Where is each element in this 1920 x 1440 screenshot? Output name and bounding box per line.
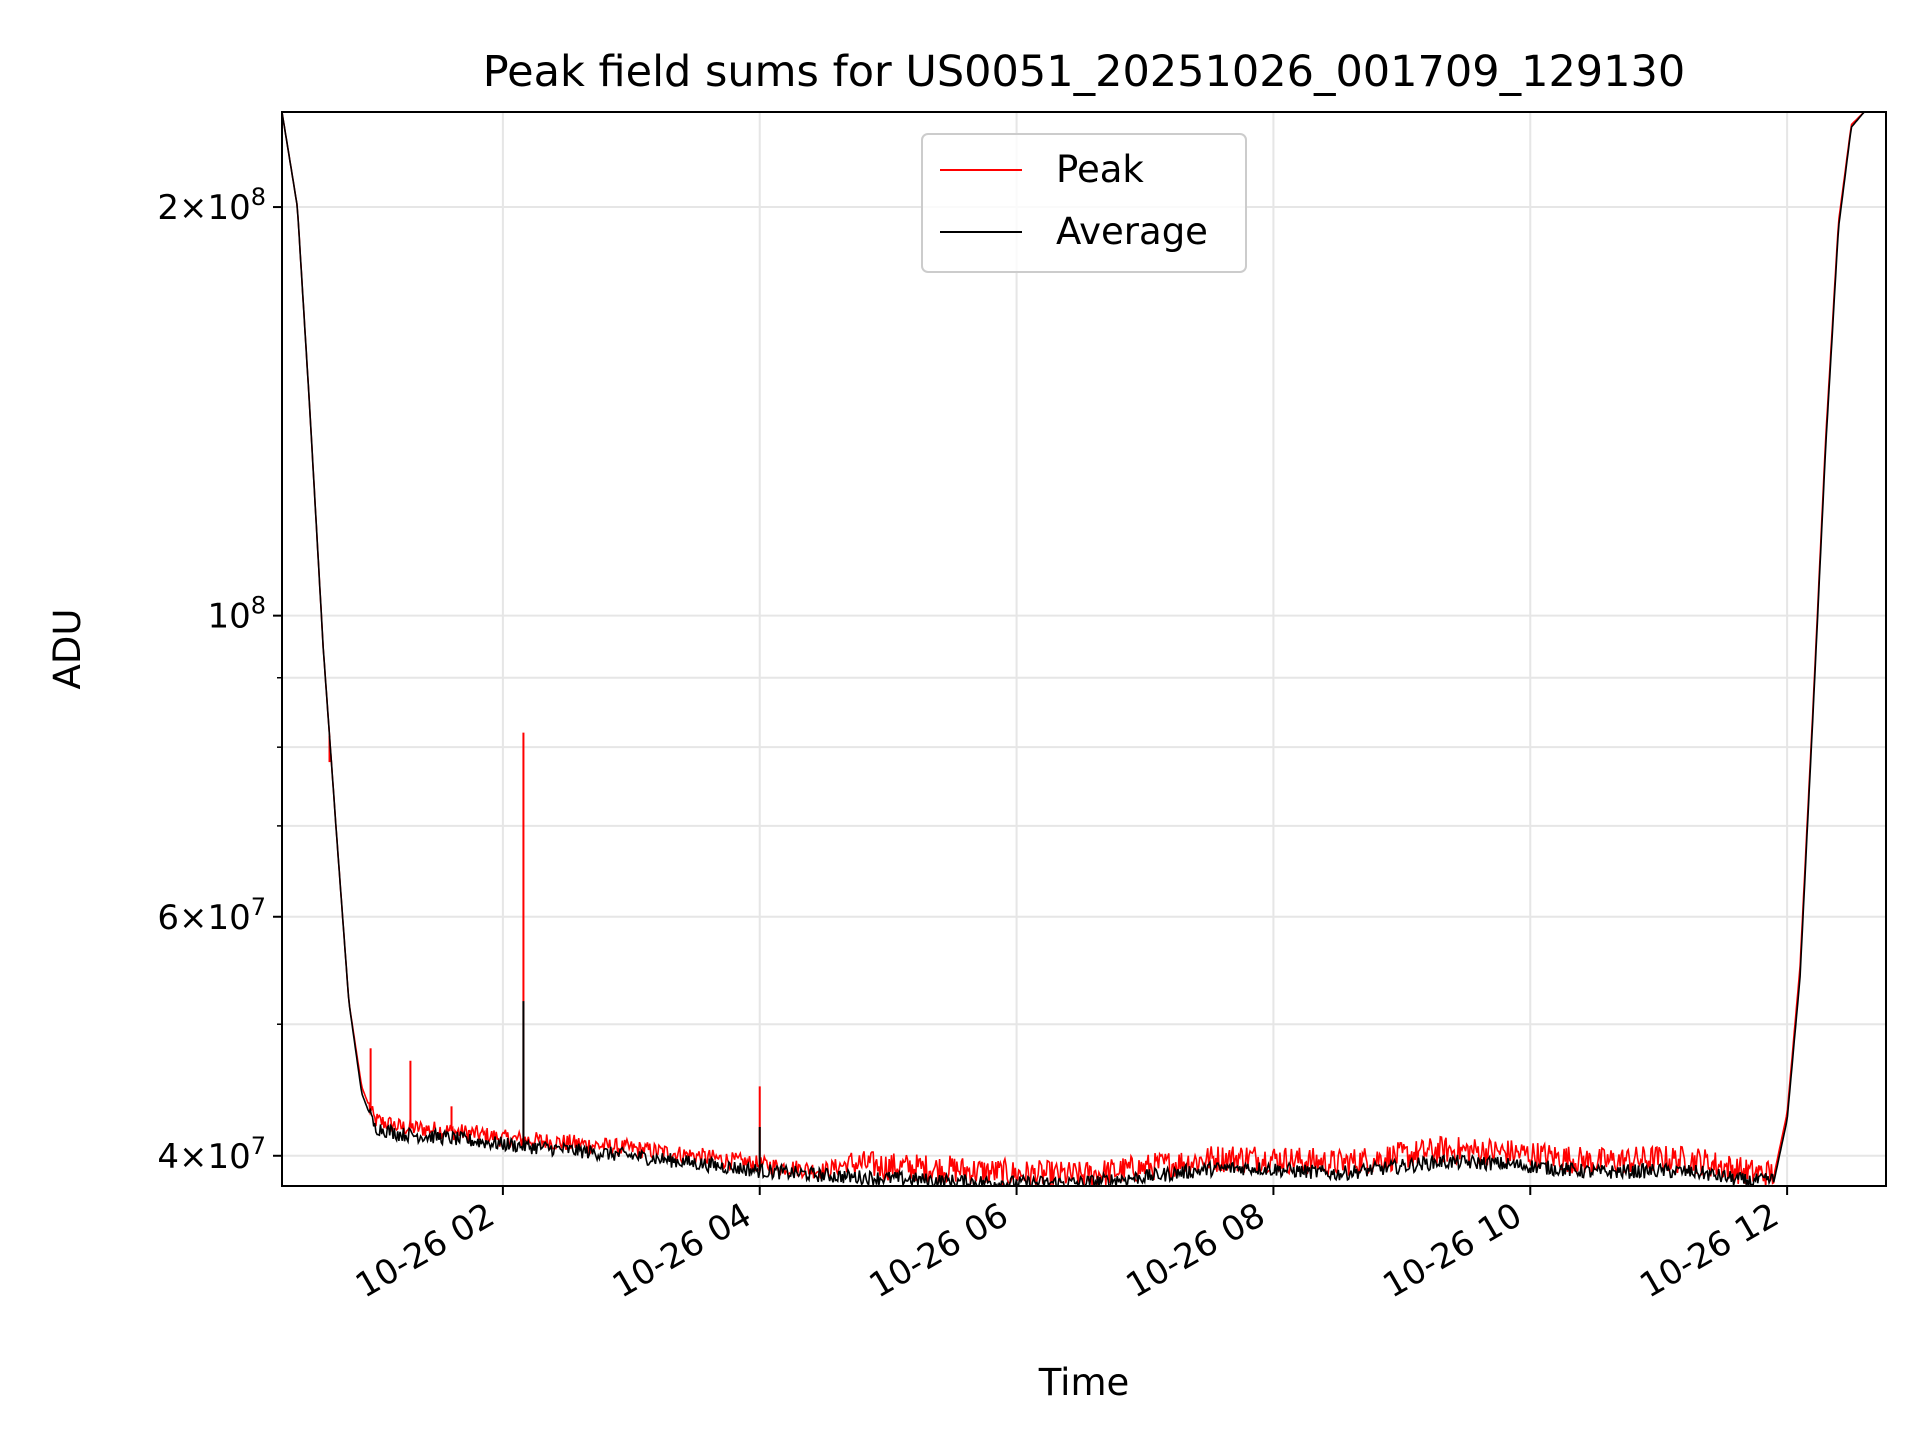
legend-box (921, 133, 1247, 273)
legend-label-average: Average (1056, 210, 1208, 253)
legend-label-peak: Peak (1056, 148, 1144, 191)
y-tick-label: 6×107 (157, 893, 266, 938)
y-tick-label: 4×107 (157, 1132, 266, 1177)
plot-frame (281, 111, 1887, 1187)
y-axis-label: ADU (46, 609, 89, 690)
y-tick-label: 108 (207, 592, 266, 637)
x-axis-label: Time (1038, 1361, 1130, 1404)
chart-title: Peak field sums for US0051_20251026_0017… (483, 47, 1686, 97)
series-line-average (282, 112, 1886, 1186)
y-tick-label: 2×108 (157, 183, 266, 228)
legend: Peak Average (921, 133, 1247, 273)
